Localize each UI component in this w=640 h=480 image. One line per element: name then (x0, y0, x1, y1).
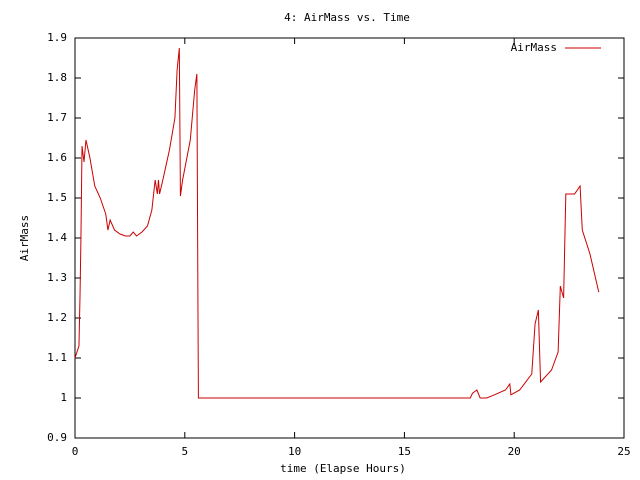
y-axis-label: AirMass (18, 215, 31, 261)
y-tick-label: 1.1 (47, 351, 67, 364)
x-tick-label: 15 (398, 445, 411, 458)
series-line (74, 47, 600, 399)
x-axis-label: time (Elapse Hours) (280, 462, 406, 475)
y-tick-label: 1.9 (47, 31, 67, 44)
y-tick-label: 1.6 (47, 151, 67, 164)
x-tick-label: 25 (617, 445, 630, 458)
y-tick-label: 0.9 (47, 431, 67, 444)
x-tick-label: 0 (72, 445, 79, 458)
x-tick-label: 5 (181, 445, 188, 458)
y-tick-label: 1.7 (47, 111, 67, 124)
y-tick-label: 1.5 (47, 191, 67, 204)
x-tick-label: 20 (508, 445, 521, 458)
chart-title: 4: AirMass vs. Time (284, 11, 410, 24)
y-tick-label: 1.2 (47, 311, 67, 324)
y-tick-label: 1.4 (47, 231, 67, 244)
x-tick-label: 10 (288, 445, 301, 458)
legend-label: AirMass (511, 41, 557, 54)
y-tick-label: 1.8 (47, 71, 67, 84)
y-tick-label: 1.3 (47, 271, 67, 284)
y-tick-label: 1 (60, 391, 67, 404)
